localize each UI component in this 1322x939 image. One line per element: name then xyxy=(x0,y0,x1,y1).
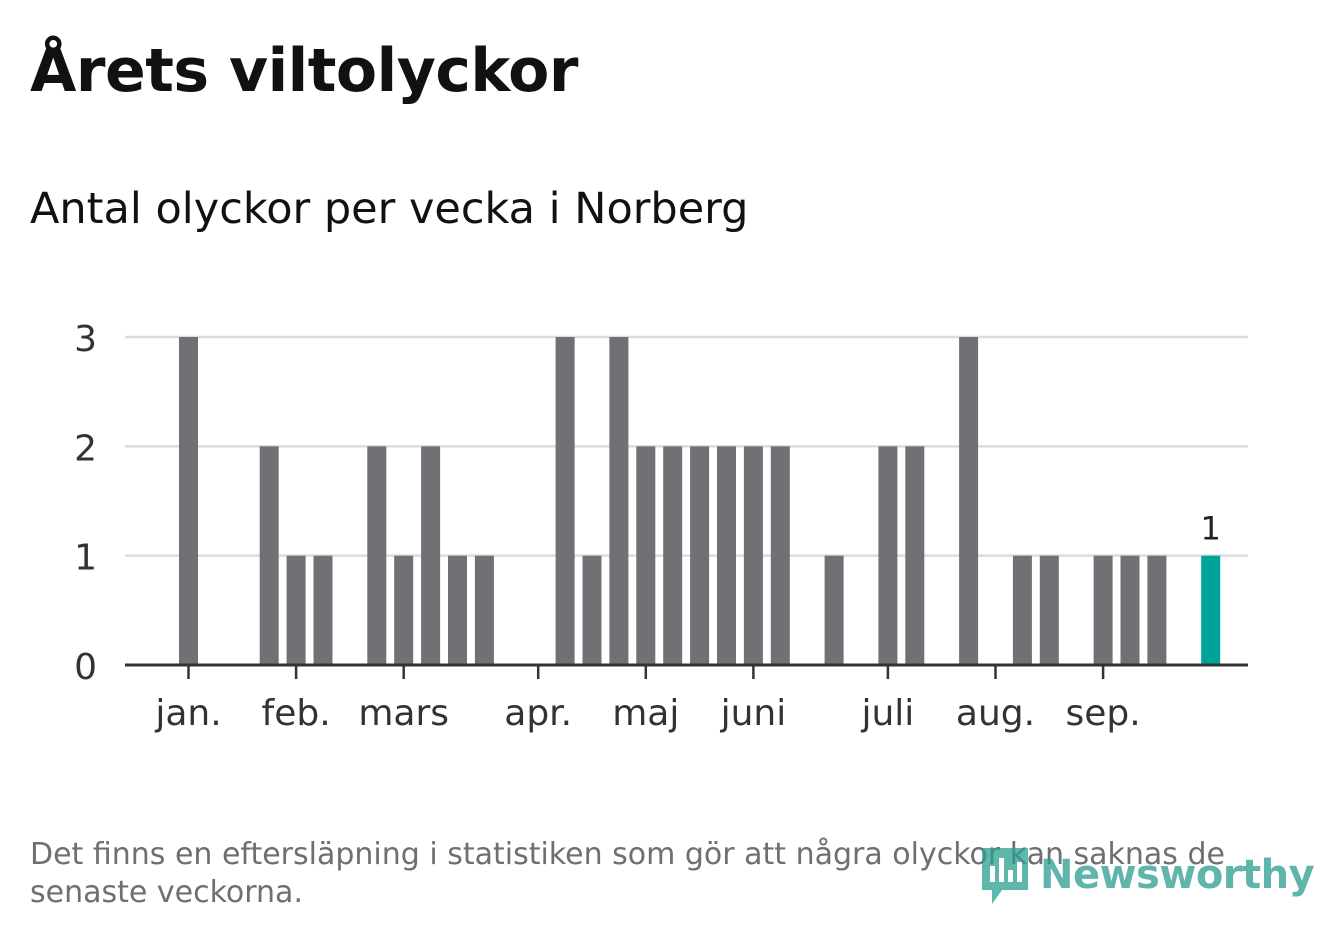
x-tick-label: apr. xyxy=(504,693,572,734)
x-tick-label: aug. xyxy=(956,693,1035,734)
bar-week-1 xyxy=(179,337,198,665)
bar-layer xyxy=(179,337,1221,665)
bar-week-8 xyxy=(367,446,387,665)
bar-week-20 xyxy=(690,446,710,665)
axis-layer xyxy=(125,663,1248,679)
bar-week-25 xyxy=(824,555,844,665)
bar-week-21 xyxy=(717,446,736,665)
bar-week-18 xyxy=(636,446,656,665)
bar-chart: 0 1 2 3 1 jan. feb. mars apr. maj juni juli aug. sep. xyxy=(74,319,1248,734)
bar-week-16 xyxy=(582,555,602,665)
bar-week-17 xyxy=(609,337,629,665)
brand-logo: Newsworthy xyxy=(980,842,1315,908)
x-tick-label: sep. xyxy=(1065,693,1140,734)
label-layer: 0 1 2 3 1 jan. feb. mars apr. maj juni juli aug. sep. xyxy=(74,319,1221,734)
bar-week-10 xyxy=(421,446,441,665)
bar-week-32 xyxy=(1012,555,1032,665)
x-tick-label: jan. xyxy=(154,693,221,734)
bar-week-12 xyxy=(474,555,494,665)
bar-week-4 xyxy=(259,446,279,665)
y-tick-label: 1 xyxy=(74,538,97,579)
highlight-data-label: 1 xyxy=(1201,510,1221,548)
bar-week-22 xyxy=(743,446,763,665)
y-tick-label: 0 xyxy=(74,647,97,688)
bar-week-5 xyxy=(286,555,306,665)
x-tick-label: mars xyxy=(358,693,449,734)
bar-week-37 xyxy=(1147,555,1167,665)
bar-week-19 xyxy=(663,446,683,665)
bar-week-6 xyxy=(313,555,333,665)
bar-week-11 xyxy=(448,555,467,665)
bar-week-39 xyxy=(1201,555,1221,665)
bar-week-28 xyxy=(905,446,925,665)
grid-layer xyxy=(125,335,1248,557)
bar-week-15 xyxy=(555,337,575,665)
bar-week-30 xyxy=(959,337,979,665)
chart-subtitle: Antal olyckor per vecka i Norberg xyxy=(30,184,749,234)
bar-week-33 xyxy=(1039,555,1059,665)
x-tick-label: feb. xyxy=(262,693,331,734)
y-tick-label: 2 xyxy=(74,428,97,469)
x-tick-label: maj xyxy=(612,693,679,734)
chart-title: Årets viltolyckor xyxy=(30,36,579,106)
brand-name: Newsworthy xyxy=(1040,852,1315,898)
bar-week-36 xyxy=(1120,555,1140,665)
x-tick-label: juli xyxy=(860,693,914,734)
bar-week-35 xyxy=(1093,555,1113,665)
bar-week-23 xyxy=(770,446,790,665)
x-tick-label: juni xyxy=(720,693,787,734)
y-tick-label: 3 xyxy=(74,319,97,360)
bar-week-9 xyxy=(394,555,414,665)
bar-week-27 xyxy=(878,446,898,665)
newsworthy-logo-icon xyxy=(982,848,1028,904)
